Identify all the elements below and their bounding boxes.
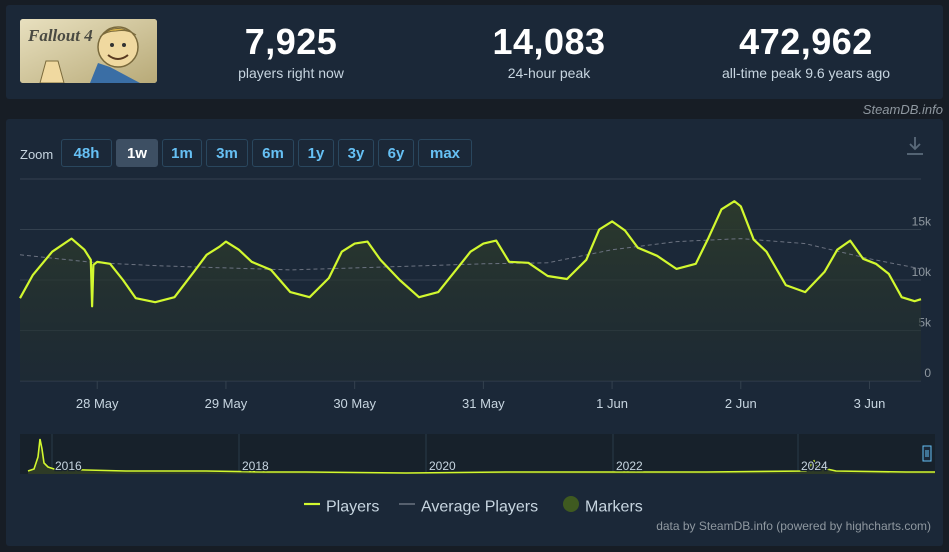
legend-item-average-players[interactable]: Average Players	[398, 493, 538, 522]
navigator-year-label: 2018	[242, 459, 269, 473]
x-tick-label: 30 May	[333, 396, 376, 411]
navigator-year-labels: 2016 2018 2020 2022 2024	[54, 458, 830, 475]
all-time-peak-value: 472,962	[739, 21, 873, 62]
x-tick-label: 31 May	[462, 396, 505, 411]
zoom-1y-button[interactable]: 1y	[298, 139, 334, 167]
x-tick-label: 29 May	[205, 396, 248, 411]
stats-header: Fallout 4 7,925 players right now 14,083…	[6, 5, 943, 99]
navigator-year-label: 2016	[55, 459, 82, 473]
game-thumbnail[interactable]: Fallout 4	[20, 19, 157, 83]
navigator-handle[interactable]	[922, 445, 932, 462]
navigator-grid	[51, 434, 799, 474]
navigator[interactable]: 2016 2018 2020 2022 2024	[20, 434, 935, 474]
y-tick-label: 0	[924, 366, 931, 380]
all-time-peak-label: all-time peak 9.6 years ago	[721, 65, 891, 81]
navigator-year-label: 2020	[429, 459, 456, 473]
chart-panel: Zoom 48h 1w 1m 3m 6m 1y 3y 6y max 0 5k 10k 15k 28 M…	[6, 119, 943, 546]
vault-boy-logo: Fallout 4	[20, 19, 157, 83]
zoom-label: Zoom	[20, 147, 54, 162]
zoom-3m-button[interactable]: 3m	[206, 139, 248, 167]
legend-label: Players	[326, 498, 380, 516]
legend-marker-icon	[563, 496, 579, 512]
y-tick-label: 15k	[912, 215, 932, 229]
current-players-label: players right now	[238, 65, 344, 81]
stat-24h-peak: 14,083 24-hour peak	[469, 21, 629, 82]
zoom-max-button[interactable]: max	[418, 139, 472, 167]
download-button[interactable]	[905, 135, 925, 162]
y-axis-labels: 0 5k 10k 15k	[912, 215, 932, 381]
stat-all-time-peak: 472,962 all-time peak 9.6 years ago	[701, 21, 911, 82]
legend-dashed-icon	[399, 503, 415, 505]
stat-current-players: 7,925 players right now	[216, 21, 366, 82]
chart-legend: Players Average Players Markers	[6, 493, 943, 516]
navigator-background	[20, 434, 935, 474]
chart-credits[interactable]: data by SteamDB.info (powered by highcha…	[656, 519, 931, 533]
y-tick-label: 10k	[912, 265, 932, 279]
x-tick-label: 3 Jun	[854, 396, 886, 411]
current-players-value: 7,925	[244, 21, 338, 62]
download-icon	[907, 137, 923, 155]
logo-text: Fallout 4	[27, 26, 93, 45]
navigator-year-label: 2024	[801, 459, 828, 473]
players-area	[20, 201, 921, 381]
average-players-line	[19, 238, 922, 271]
legend-label: Average Players	[421, 498, 539, 516]
navigator-line	[27, 438, 935, 474]
players-line	[19, 200, 922, 308]
legend-label: Markers	[585, 498, 643, 516]
x-axis-labels: 28 May 29 May 30 May 31 May 1 Jun 2 Jun 3 Jun	[76, 381, 886, 411]
legend-line-icon	[304, 502, 320, 506]
peak-24h-label: 24-hour peak	[507, 65, 591, 81]
zoom-1m-button[interactable]: 1m	[162, 139, 202, 167]
x-tick-label: 2 Jun	[725, 396, 757, 411]
zoom-6m-button[interactable]: 6m	[252, 139, 294, 167]
zoom-1w-button[interactable]: 1w	[116, 139, 158, 167]
legend-item-markers[interactable]: Markers	[562, 493, 643, 522]
navigator-year-label: 2022	[616, 459, 643, 473]
x-tick-label: 1 Jun	[596, 396, 628, 411]
x-tick-label: 28 May	[76, 396, 119, 411]
zoom-48h-button[interactable]: 48h	[61, 139, 112, 167]
zoom-6y-button[interactable]: 6y	[378, 139, 414, 167]
zoom-3y-button[interactable]: 3y	[338, 139, 374, 167]
legend-item-players[interactable]: Players	[303, 493, 379, 522]
peak-24h-value: 14,083	[492, 21, 606, 62]
steamdb-brand[interactable]: SteamDB.info	[862, 102, 943, 117]
y-tick-label: 5k	[918, 316, 932, 330]
